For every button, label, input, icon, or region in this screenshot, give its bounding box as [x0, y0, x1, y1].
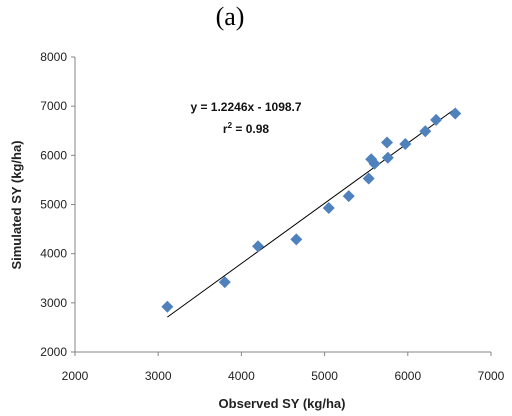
y-tick-label: 6000	[40, 148, 67, 162]
axes	[71, 56, 492, 356]
x-tick-label: 3000	[145, 369, 172, 383]
y-tick-labels: 2000 3000 4000 5000 6000 7000 8000	[40, 50, 67, 359]
x-axis-title: Observed SY (kg/ha)	[219, 396, 346, 411]
y-tick-label: 2000	[40, 345, 67, 359]
data-point	[252, 240, 265, 253]
y-tick-label: 8000	[40, 50, 67, 64]
y-tick-label: 4000	[40, 247, 67, 261]
data-points	[161, 107, 462, 313]
data-point	[419, 125, 432, 138]
x-tick-labels: 2000 3000 4000 5000 6000 7000	[62, 369, 505, 383]
data-point	[218, 276, 231, 289]
data-point	[161, 300, 174, 313]
data-point	[449, 107, 462, 120]
equation-label: y = 1.2246x - 1098.7	[190, 100, 301, 114]
r-squared-superscript: 2	[228, 121, 233, 130]
data-point	[399, 138, 412, 151]
r-squared-label: r2 = 0.98	[223, 121, 269, 136]
y-tick-label: 3000	[40, 296, 67, 310]
panel-label: (a)	[215, 2, 245, 31]
x-tick-label: 2000	[62, 369, 89, 383]
data-point	[322, 201, 335, 214]
r-squared-value: = 0.98	[232, 122, 269, 136]
data-point	[430, 113, 443, 126]
y-axis-title: Simulated SY (kg/ha)	[9, 140, 24, 269]
r-squared-prefix: r	[223, 122, 228, 136]
data-point	[381, 136, 393, 149]
trendline	[167, 108, 456, 318]
x-tick-label: 5000	[311, 369, 338, 383]
x-tick-label: 4000	[228, 369, 255, 383]
data-point	[381, 151, 394, 164]
y-tick-label: 5000	[40, 198, 67, 212]
data-point	[342, 190, 355, 203]
data-point	[290, 233, 303, 246]
y-tick-label: 7000	[40, 99, 67, 113]
data-point	[368, 157, 381, 170]
x-tick-label: 6000	[394, 369, 421, 383]
x-tick-label: 7000	[478, 369, 505, 383]
data-point	[362, 172, 375, 185]
